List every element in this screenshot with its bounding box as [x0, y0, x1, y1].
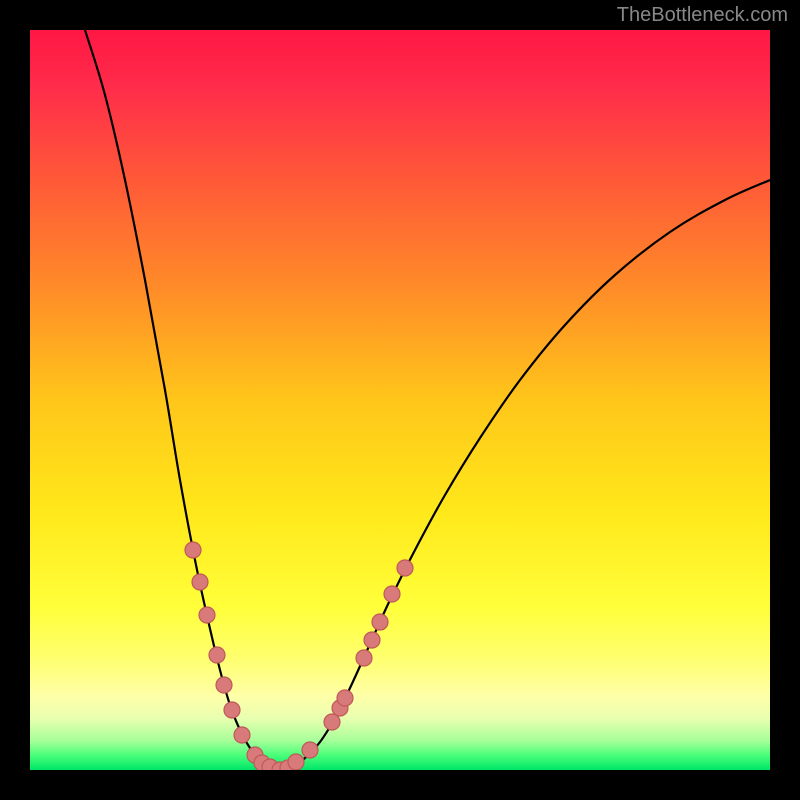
data-marker [397, 560, 413, 576]
curve-right-branch [280, 180, 770, 770]
data-marker [288, 754, 304, 770]
data-marker [185, 542, 201, 558]
data-marker [372, 614, 388, 630]
data-marker [224, 702, 240, 718]
data-marker [192, 574, 208, 590]
watermark-text: TheBottleneck.com [617, 4, 788, 27]
data-marker [199, 607, 215, 623]
plot-area [30, 30, 770, 770]
data-marker [364, 632, 380, 648]
data-marker [337, 690, 353, 706]
curve-left-branch [85, 30, 280, 770]
data-marker [384, 586, 400, 602]
data-marker [234, 727, 250, 743]
curve-layer [30, 30, 770, 770]
data-marker [324, 714, 340, 730]
data-marker [356, 650, 372, 666]
marker-group [185, 542, 413, 770]
data-marker [216, 677, 232, 693]
data-marker [302, 742, 318, 758]
data-marker [209, 647, 225, 663]
